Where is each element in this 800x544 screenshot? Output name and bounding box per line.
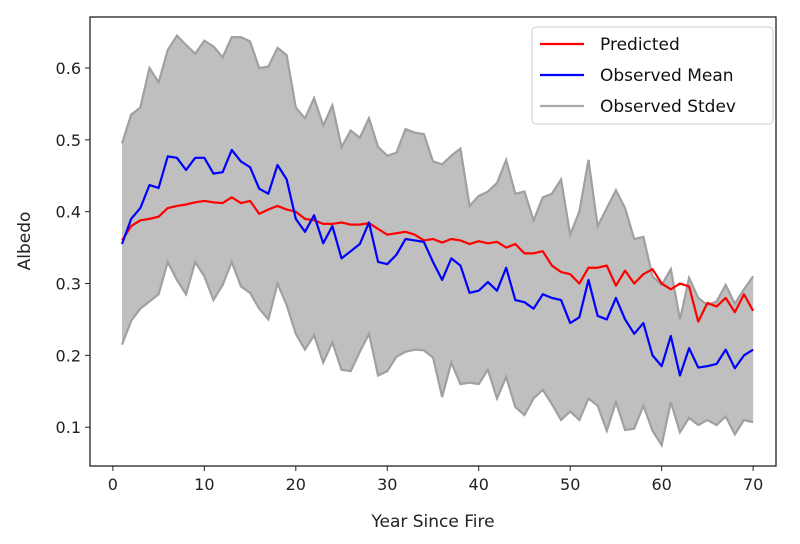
y-axis-label: Albedo [15,212,35,271]
y-tick-label: 0.4 [56,203,81,222]
predicted-line [121,196,755,323]
x-tick-label: 50 [560,475,580,494]
observed-mean-line [120,148,754,377]
legend-label-observed-mean: Observed Mean [600,66,734,86]
x-tick-label: 10 [194,475,214,494]
legend-label-predicted: Predicted [600,35,680,55]
y-axis: 0.1 0.2 0.3 0.4 0.5 0.6 [56,59,90,437]
x-tick-label: 70 [743,475,763,494]
legend-box [531,26,774,125]
stdev-upper-line [120,33,755,320]
y-tick-label: 0.3 [56,275,81,294]
y-tick-label: 0.6 [56,59,81,78]
x-tick-label: 30 [377,475,397,494]
y-tick-label: 0.5 [56,131,81,150]
stdev-lower-line [120,258,754,449]
y-tick-label: 0.2 [56,346,81,365]
legend: Predicted Observed Mean Observed Stdev [531,26,774,125]
x-axis: 0 10 20 30 40 50 60 70 [108,466,763,494]
x-tick-label: 20 [286,475,306,494]
x-axis-label: Year Since Fire [370,512,494,532]
axes-frame [89,16,777,467]
x-tick-label: 40 [469,475,489,494]
x-tick-label: 0 [108,475,118,494]
plot-area [120,33,755,449]
x-tick-label: 60 [651,475,671,494]
legend-label-observed-stdev: Observed Stdev [600,97,736,117]
y-tick-label: 0.1 [56,418,81,437]
